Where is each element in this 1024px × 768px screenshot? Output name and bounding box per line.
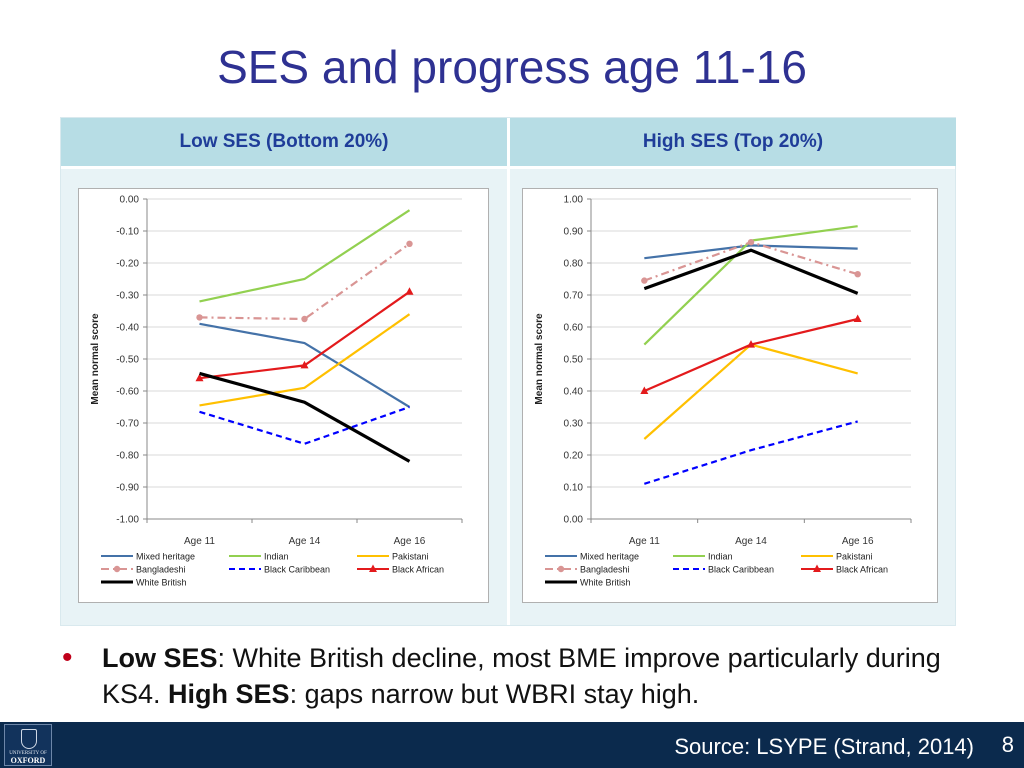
series-line-black-african [643,317,858,393]
y-axis-label: Mean normal score [90,313,101,405]
x-tick-label: Age 16 [394,536,426,547]
y-tick-label: -0.70 [116,419,139,430]
y-tick-label: 0.40 [564,387,584,398]
series-line-black-caribbean [199,405,410,445]
x-tick-label: Age 11 [184,536,215,547]
y-tick-label: -0.90 [116,483,139,494]
slide-title: SES and progress age 11-16 [217,41,807,93]
y-tick-label: 0.80 [564,259,584,270]
chart-high-ses-svg: 1.00 0.90 0.80 0.70 0.60 0.50 0.40 0.30 0.20 0.10… [534,195,912,588]
y-tick-label: 0.50 [564,355,584,366]
data-point-black-african [747,340,755,348]
panel-divider-vertical [507,118,510,625]
data-point-bangladeshi [854,271,861,278]
y-tick-label: 0.70 [564,291,584,302]
chart-low-ses: 0.00 -0.10 -0.20 -0.30 -0.40 -0.50 -0.60 -0.70 -… [78,188,489,603]
data-point-black-african [405,287,414,295]
legend-marker-black-african [813,564,821,572]
data-point-black-african [640,386,649,394]
data-point-bangladeshi [747,239,755,246]
legend-label-black-caribbean: Black Caribbean [708,565,774,575]
legend-label-black-caribbean: Black Caribbean [264,565,330,575]
y-tick-label: 0.90 [564,227,584,238]
bullet-text: Low SES: White British decline, most BME… [102,640,1002,712]
y-tick-label: 0.00 [120,195,140,206]
series-line-indian [199,209,411,303]
data-point-black-african [195,373,204,382]
y-tick-label: -0.30 [116,291,139,302]
legend-label-white-british: White British [136,578,187,588]
footer-bar: UNIVERSITY OF OXFORD Source: LSYPE (Stra… [0,722,1024,768]
y-tick-label: 1.00 [564,195,584,206]
legend-label-pakistani: Pakistani [836,552,873,562]
series-line-white-british [643,248,859,295]
data-point-black-african [300,360,309,369]
panel-header-high-ses: High SES (Top 20%) [510,118,956,166]
chart-high-ses: 1.00 0.90 0.80 0.70 0.60 0.50 0.40 0.30 0.20 0.10… [522,188,938,603]
y-tick-label: -0.10 [116,227,139,238]
y-axis-label: Mean normal score [534,313,545,405]
legend-marker-black-african [369,564,377,572]
bullet-bold-low-ses: Low SES [102,643,218,673]
y-tick-label: 0.00 [564,515,584,526]
y-tick-label: 0.30 [564,419,584,430]
y-tick-label: -0.80 [116,451,139,462]
y-tick-label: -0.60 [116,387,139,398]
y-tick-label: -1.00 [116,515,139,526]
legend-label-white-british: White British [580,578,631,588]
y-tick-label: -0.50 [116,355,139,366]
y-tick-label: -0.40 [116,323,139,334]
legend-label-bangladeshi: Bangladeshi [580,565,630,575]
legend-marker-bangladeshi [557,565,565,573]
x-tick-label: Age 14 [735,536,767,547]
y-tick-label: 0.60 [564,323,584,334]
panel-header-low-ses: Low SES (Bottom 20%) [61,118,507,166]
data-point-bangladeshi [196,314,203,321]
legend-label-black-african: Black African [392,565,444,575]
data-point-bangladeshi [406,240,413,247]
y-tick-label: 0.20 [564,451,584,462]
bullet-text-low-ses: : White British decline, most BME improv… [102,643,941,709]
legend-label-mixed-heritage: Mixed heritage [580,552,639,562]
y-tick-label: 0.10 [564,483,584,494]
page-number: 8 [1001,732,1014,757]
x-tick-label: Age 14 [289,536,321,547]
legend-label-black-african: Black African [836,565,888,575]
legend-label-pakistani: Pakistani [392,552,429,562]
crest-icon [21,729,37,749]
data-point-bangladeshi [301,315,308,323]
oxford-logo: UNIVERSITY OF OXFORD [4,724,52,766]
legend-label-mixed-heritage: Mixed heritage [136,552,195,562]
series-line-pakistani [199,313,411,407]
logo-line1: UNIVERSITY OF [9,751,47,756]
legend-label-indian: Indian [264,552,289,562]
series-line-bangladeshi [199,242,411,321]
legend-label-bangladeshi: Bangladeshi [136,565,186,575]
bullet-bold-high-ses: High SES [168,679,290,709]
chart-low-ses-svg: 0.00 -0.10 -0.20 -0.30 -0.40 -0.50 -0.60 -0.70 -… [90,195,463,588]
legend-marker-bangladeshi [113,565,121,573]
chart-panels-table: Low SES (Bottom 20%) High SES (Top 20%) … [60,117,956,626]
legend-label-indian: Indian [708,552,733,562]
bullet-text-high-ses: : gaps narrow but WBRI stay high. [289,679,700,709]
series-line-white-british [199,371,411,463]
panel-divider-horizontal [61,166,955,169]
source-citation: Source: LSYPE (Strand, 2014) [674,734,974,759]
series-line-black-caribbean [644,420,858,485]
data-point-bangladeshi [641,277,648,284]
y-tick-label: -0.20 [116,259,139,270]
x-tick-label: Age 11 [629,536,660,547]
logo-line2: OXFORD [10,756,46,765]
bullet-dot-icon: • [62,641,73,674]
series-line-mixed-heritage [199,322,411,408]
data-point-black-african [853,314,862,322]
x-tick-label: Age 16 [842,536,874,547]
